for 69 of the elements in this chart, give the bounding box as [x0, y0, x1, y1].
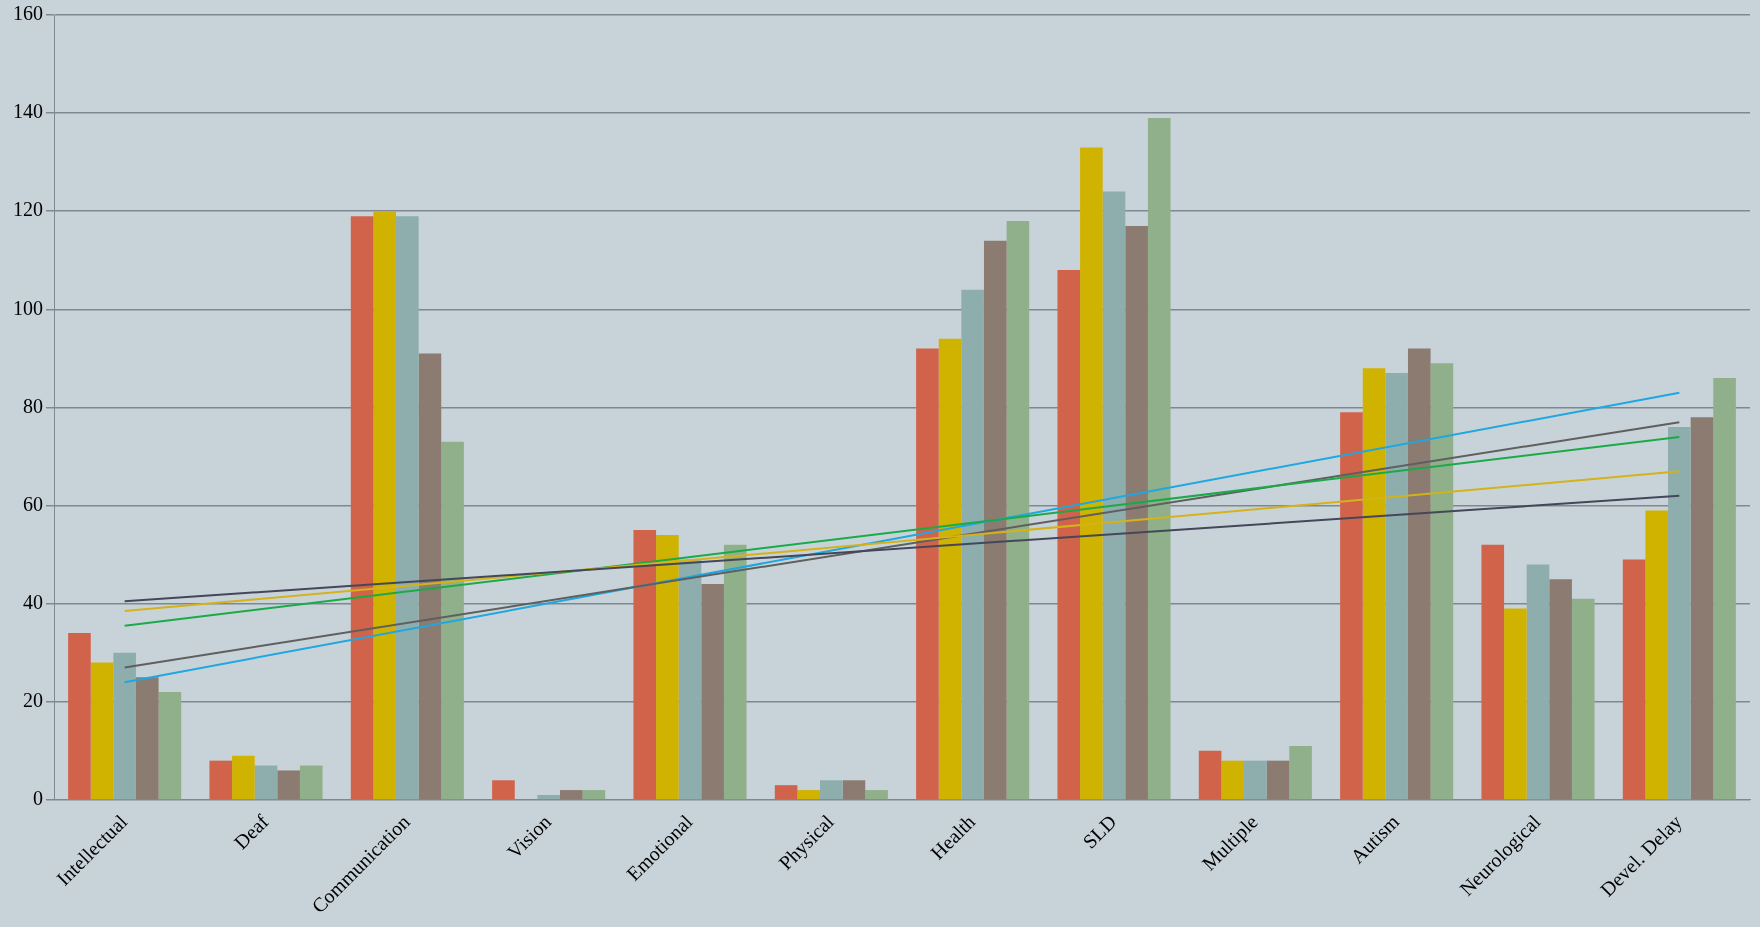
bar: [842, 780, 866, 800]
bar: [135, 677, 159, 800]
bar: [656, 535, 679, 800]
bar: [1407, 348, 1431, 800]
bar: [396, 216, 419, 800]
bar: [633, 530, 657, 800]
bar: [1385, 373, 1408, 800]
bar: [232, 755, 255, 800]
bar: [492, 780, 515, 800]
bar: [559, 790, 583, 800]
y-tick-label: 20: [23, 689, 43, 712]
bar: [1713, 378, 1736, 800]
bar: [916, 348, 939, 800]
bar: [1362, 368, 1386, 800]
y-tick-label: 0: [33, 787, 43, 810]
bar: [1221, 760, 1245, 800]
bar: [1147, 118, 1171, 800]
bar: [1125, 225, 1148, 800]
bar: [441, 441, 464, 800]
bar: [299, 765, 323, 800]
bar: [1198, 750, 1222, 800]
bar: [68, 633, 91, 800]
bar: [158, 691, 182, 800]
bar: [820, 780, 843, 800]
bar: [1668, 427, 1691, 800]
bar: [865, 790, 888, 800]
bar: [961, 289, 984, 800]
bar: [1622, 559, 1646, 800]
y-tick-label: 40: [23, 590, 43, 613]
bar: [90, 662, 114, 800]
bar: [418, 353, 442, 800]
bar: [1549, 579, 1572, 800]
bar: [1080, 147, 1103, 800]
y-tick-label: 160: [13, 2, 43, 25]
bar: [373, 211, 397, 800]
bar: [277, 770, 300, 800]
bar: [1289, 745, 1312, 800]
bar: [1244, 760, 1267, 800]
bar: [537, 794, 560, 800]
bar: [1266, 760, 1290, 800]
bar: [1006, 221, 1030, 800]
bar: [797, 790, 821, 800]
bar: [938, 338, 962, 800]
y-tick-label: 60: [23, 492, 43, 515]
bar: [350, 216, 374, 800]
bar: [1340, 412, 1363, 800]
bar: [1504, 608, 1527, 800]
bar: [723, 544, 747, 800]
bar: [254, 765, 278, 800]
y-tick-label: 140: [13, 100, 43, 123]
bar: [1102, 191, 1126, 800]
bar: [1057, 270, 1081, 800]
bar: [1645, 510, 1669, 800]
y-tick-label: 120: [13, 198, 43, 221]
y-tick-label: 80: [23, 394, 43, 417]
bar: [1571, 598, 1595, 800]
bar: [113, 652, 136, 800]
bar: [701, 584, 724, 800]
bar: [209, 760, 233, 800]
y-tick-label: 100: [13, 296, 43, 319]
x-tick-label: SLD: [1078, 810, 1121, 853]
bar: [1526, 564, 1550, 800]
bar: [678, 559, 702, 800]
bar: [1481, 544, 1505, 800]
bar: [774, 785, 798, 800]
bar: [983, 240, 1007, 800]
bar: [1690, 417, 1714, 800]
bar: [582, 790, 606, 800]
bar: [1430, 363, 1454, 800]
